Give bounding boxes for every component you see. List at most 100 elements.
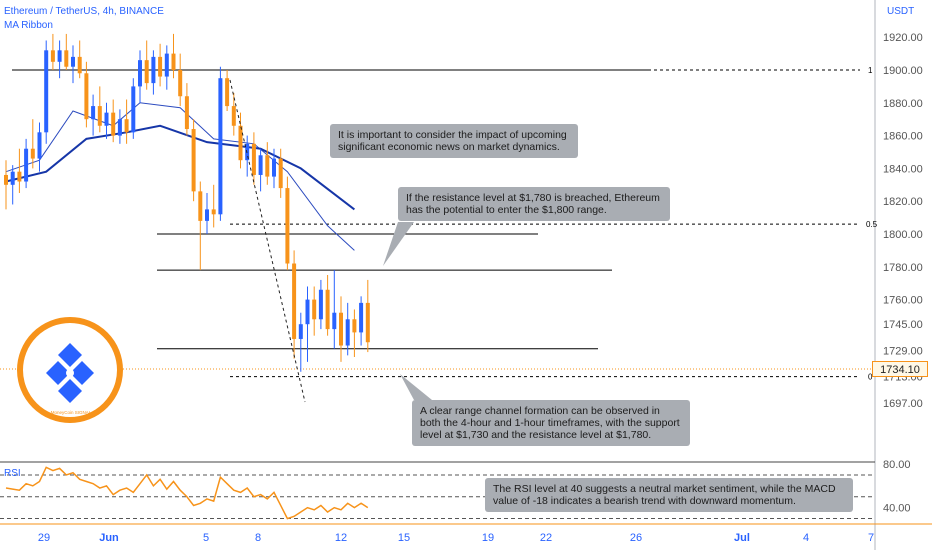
candle-body: [359, 302, 364, 333]
candle-body: [325, 289, 330, 330]
time-tick-label: Jun: [99, 532, 119, 544]
ma-slow-line: [5, 124, 356, 211]
price-tick-label: 1697.00: [883, 398, 923, 410]
candle-body: [144, 60, 149, 84]
candle-body: [158, 56, 163, 77]
time-tick-label: 4: [803, 532, 809, 544]
callout-pointer: [400, 374, 432, 400]
candle-body: [198, 191, 203, 221]
candle-body: [104, 112, 109, 126]
rsi-tick-label: 80.00: [883, 459, 911, 471]
fib-label: 0: [868, 373, 873, 382]
price-tick-label: 1800.00: [883, 229, 923, 241]
time-tick-label: 12: [335, 532, 347, 544]
price-tick-label: 1920.00: [883, 32, 923, 44]
candle-body: [312, 299, 317, 320]
candle-body: [111, 112, 116, 136]
time-tick-label: 19: [482, 532, 494, 544]
logo-diamond: [46, 361, 70, 385]
ma-fast-line: [5, 102, 355, 251]
candle-body: [345, 319, 350, 346]
candle-body: [178, 70, 183, 97]
candle-body: [124, 119, 129, 133]
candle-body: [117, 119, 122, 136]
rsi-tick-label: 40.00: [883, 503, 911, 515]
current-price-tag: 1734.10: [872, 361, 928, 377]
price-tick-label: 1745.00: [883, 319, 923, 331]
trend-line: [229, 79, 306, 403]
candle-body: [77, 56, 82, 74]
candle-body: [265, 155, 270, 177]
candle-body: [171, 53, 176, 70]
time-tick-label: 7: [868, 532, 874, 544]
candle-body: [10, 171, 15, 185]
candle-body: [225, 78, 230, 107]
candle-body: [231, 106, 236, 126]
price-tick-label: 1760.00: [883, 295, 923, 307]
candle-body: [205, 209, 209, 221]
candle-body: [191, 129, 196, 192]
price-tick-label: 1780.00: [883, 262, 923, 274]
time-tick-label: Jul: [734, 532, 750, 544]
candle-body: [64, 50, 69, 67]
candle-body: [352, 319, 357, 333]
candle-body: [37, 132, 42, 159]
candle-body: [292, 263, 297, 339]
ma-ribbon-label[interactable]: MA Ribbon: [4, 20, 53, 31]
time-tick-label: 15: [398, 532, 410, 544]
candle-body: [138, 60, 142, 87]
callout-rsi-macd[interactable]: The RSI level at 40 suggests a neutral m…: [485, 478, 853, 512]
candle-body: [44, 50, 49, 133]
candle-body: [332, 312, 337, 330]
rsi-line: [5, 466, 369, 520]
fib-label: 1: [868, 66, 873, 75]
logo-diamond: [58, 379, 82, 403]
time-tick-label: 26: [630, 532, 642, 544]
candle-body: [251, 143, 256, 175]
rsi-label[interactable]: RSI: [4, 468, 21, 479]
callout-news[interactable]: It is important to consider the impact o…: [330, 124, 578, 158]
symbol-title[interactable]: Ethereum / TetherUS, 4h, BINANCE: [4, 6, 164, 17]
candle-body: [164, 53, 169, 77]
logo-diamond: [58, 343, 82, 367]
callout-channel[interactable]: A clear range channel formation can be o…: [412, 400, 690, 446]
candle-body: [272, 158, 276, 177]
candle-body: [258, 155, 263, 175]
candle-body: [30, 148, 35, 159]
candle-body: [131, 86, 136, 133]
candle-body: [365, 302, 370, 343]
fib-label: 0.5: [866, 220, 878, 229]
candle-body: [50, 50, 55, 62]
candle-body: [305, 299, 310, 325]
logo-caption: MoneyCoin SIGNAL: [50, 410, 92, 415]
price-tick-label: 1880.00: [883, 98, 923, 110]
candle-body: [151, 56, 156, 84]
candle-body: [71, 56, 75, 67]
callout-pointer: [383, 222, 414, 266]
candle-body: [238, 125, 243, 161]
candle-body: [298, 324, 303, 339]
price-tick-label: 1729.00: [883, 345, 923, 357]
candle-body: [97, 106, 102, 126]
candle-body: [184, 96, 189, 130]
time-tick-label: 5: [203, 532, 209, 544]
candle-body: [17, 171, 22, 182]
candle-body: [84, 73, 89, 120]
time-tick-label: 29: [38, 532, 50, 544]
candle-body: [285, 188, 290, 264]
price-tick-label: 1840.00: [883, 163, 923, 175]
price-tick-label: 1820.00: [883, 196, 923, 208]
price-tick-label: 1860.00: [883, 131, 923, 143]
candle-body: [318, 289, 323, 320]
callout-resistance[interactable]: If the resistance level at $1,780 is bre…: [398, 187, 670, 221]
logo-diamond: [70, 361, 94, 385]
time-tick-label: 22: [540, 532, 552, 544]
candle-body: [4, 174, 8, 185]
currency-label: USDT: [887, 6, 915, 17]
candle-body: [339, 312, 343, 346]
time-tick-label: 8: [255, 532, 261, 544]
price-tick-label: 1900.00: [883, 65, 923, 77]
logo-coin: [66, 369, 74, 377]
